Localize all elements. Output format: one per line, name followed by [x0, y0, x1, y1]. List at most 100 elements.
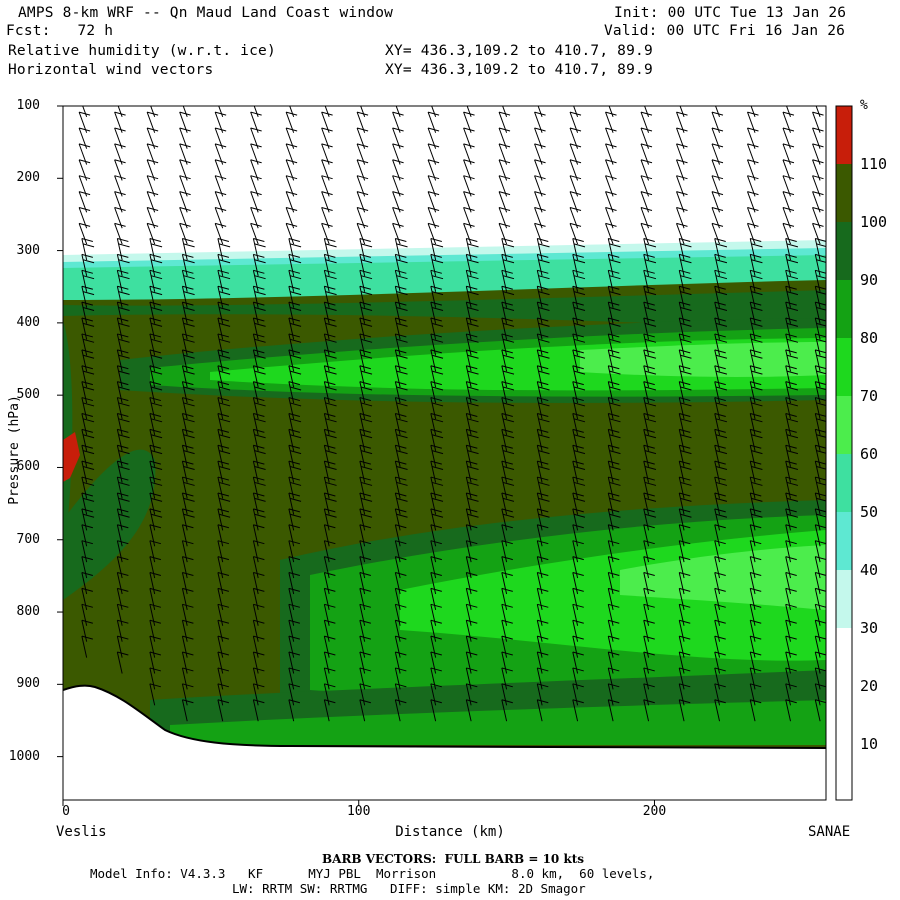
wind-barb [501, 635, 513, 658]
wind-barb [498, 222, 511, 245]
wind-barb [217, 349, 231, 372]
wind-barb [394, 317, 408, 340]
wind-barb [749, 460, 763, 483]
wind-barb [394, 444, 408, 467]
chart-title: AMPS 8-km WRF -- Qn Maud Land Coast wind… [18, 5, 394, 21]
cb-70-80 [836, 338, 852, 396]
wind-barb [785, 619, 797, 642]
wind-barb [678, 238, 692, 261]
wind-barb [749, 508, 763, 531]
wind-barb [501, 651, 513, 674]
wind-barb [678, 301, 692, 324]
wind-barb [714, 635, 726, 658]
wind-barb [394, 238, 408, 261]
wind-barb [814, 619, 826, 642]
wind-barb [501, 397, 515, 420]
wind-barb [501, 619, 513, 642]
wind-barb [572, 635, 584, 658]
wind-barb [116, 603, 129, 626]
rh-band-90-100-lower-left [63, 449, 156, 600]
wind-barb [501, 508, 515, 531]
wind-barb [430, 444, 444, 467]
y-tick-label: 900 [16, 676, 40, 692]
wind-barb [81, 635, 93, 658]
wind-barb [252, 460, 266, 483]
wind-barb [501, 365, 515, 388]
wind-barb [572, 476, 586, 499]
wind-barb [536, 460, 550, 483]
wind-barb [323, 412, 337, 436]
wind-barb [465, 349, 479, 372]
wind-barb [714, 365, 728, 388]
wind-barb [116, 540, 129, 563]
wind-barb [536, 524, 549, 547]
wind-barb [181, 635, 194, 658]
wind-barb [607, 476, 621, 499]
wind-barb [81, 556, 93, 579]
wind-barb [252, 365, 266, 388]
wind-barb [252, 301, 266, 324]
wind-barb [749, 476, 763, 499]
y-tick-label: 100 [16, 98, 40, 113]
wind-barb [116, 492, 130, 515]
wind-barb [116, 460, 130, 483]
wind-barb [607, 301, 621, 324]
wind-barb [714, 603, 726, 626]
wind-barb [749, 651, 762, 674]
wind-barb [607, 317, 621, 340]
colorbar-level-label: 90 [860, 271, 879, 289]
wind-barb [678, 444, 692, 467]
wind-barb [607, 381, 621, 404]
wind-barb [607, 572, 620, 595]
wind-barb [536, 651, 549, 674]
wind-barb [252, 285, 266, 308]
wind-barb [288, 540, 301, 563]
wind-barb [288, 572, 301, 595]
wind-barb [501, 428, 515, 451]
wind-barb [252, 587, 265, 610]
wind-barb [323, 699, 336, 722]
wind-barb [430, 317, 444, 340]
wind-barb [785, 301, 799, 324]
wind-barb [501, 444, 515, 467]
cb-40-50 [836, 512, 852, 570]
wind-barb [323, 349, 337, 372]
wind-barbs [78, 106, 826, 722]
rh-band-80-90-surface [170, 700, 826, 745]
wind-barb [536, 428, 550, 451]
wind-barb [323, 572, 336, 595]
wind-barb [430, 524, 442, 547]
wind-barb [427, 222, 440, 245]
wind-barb [323, 508, 337, 531]
colorbar-level-label: 80 [860, 329, 879, 347]
wind-barb [181, 572, 194, 595]
wind-barb [323, 476, 337, 499]
wind-barb [678, 572, 691, 595]
wind-barb [430, 572, 442, 595]
wind-barb [714, 238, 728, 261]
wind-barb [394, 460, 408, 483]
wind-barb [430, 349, 444, 372]
wind-barb [116, 397, 130, 420]
wind-barb [749, 317, 763, 340]
wind-barb [359, 412, 373, 436]
wind-barb [359, 238, 373, 261]
wind-barb [749, 428, 763, 451]
wind-barb [217, 253, 231, 276]
wind-barb [714, 428, 728, 451]
wind-barb [359, 619, 371, 642]
wind-barb [501, 603, 513, 626]
wind-barb [643, 572, 655, 595]
wind-barb [149, 301, 163, 324]
wind-barb [501, 667, 513, 690]
wind-barb [288, 301, 302, 324]
wind-barb [394, 619, 407, 642]
wind-barb [607, 460, 621, 483]
wind-barb [749, 635, 762, 658]
cb-30-40 [836, 570, 852, 628]
wind-barb [572, 269, 586, 292]
wind-barb [643, 492, 657, 515]
wind-barb [181, 397, 195, 420]
model-info: Model Info: V4.3.3 KF MYJ PBL Morrison 8… [90, 866, 655, 881]
wind-barb [814, 683, 826, 706]
